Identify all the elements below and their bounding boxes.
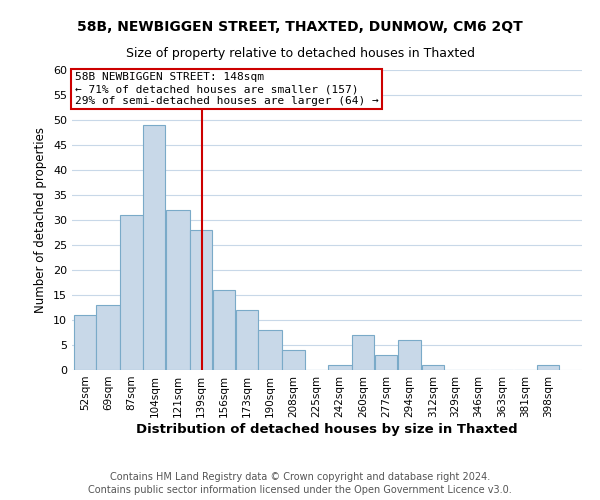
Bar bbox=[352, 335, 374, 370]
Bar bbox=[328, 365, 352, 370]
Bar bbox=[213, 290, 235, 370]
Text: 58B NEWBIGGEN STREET: 148sqm
← 71% of detached houses are smaller (157)
29% of s: 58B NEWBIGGEN STREET: 148sqm ← 71% of de… bbox=[74, 72, 379, 106]
Y-axis label: Number of detached properties: Number of detached properties bbox=[34, 127, 47, 313]
Bar bbox=[97, 305, 120, 370]
Bar bbox=[190, 230, 212, 370]
Bar bbox=[143, 125, 166, 370]
Bar bbox=[422, 365, 444, 370]
Bar bbox=[74, 315, 96, 370]
Bar bbox=[537, 365, 559, 370]
Bar bbox=[259, 330, 282, 370]
Bar bbox=[166, 210, 190, 370]
Text: 58B, NEWBIGGEN STREET, THAXTED, DUNMOW, CM6 2QT: 58B, NEWBIGGEN STREET, THAXTED, DUNMOW, … bbox=[77, 20, 523, 34]
Bar bbox=[236, 310, 258, 370]
Bar bbox=[283, 350, 305, 370]
Text: Contains public sector information licensed under the Open Government Licence v3: Contains public sector information licen… bbox=[88, 485, 512, 495]
X-axis label: Distribution of detached houses by size in Thaxted: Distribution of detached houses by size … bbox=[136, 422, 518, 436]
Text: Contains HM Land Registry data © Crown copyright and database right 2024.: Contains HM Land Registry data © Crown c… bbox=[110, 472, 490, 482]
Bar bbox=[398, 340, 421, 370]
Bar bbox=[375, 355, 397, 370]
Bar bbox=[121, 215, 143, 370]
Text: Size of property relative to detached houses in Thaxted: Size of property relative to detached ho… bbox=[125, 48, 475, 60]
